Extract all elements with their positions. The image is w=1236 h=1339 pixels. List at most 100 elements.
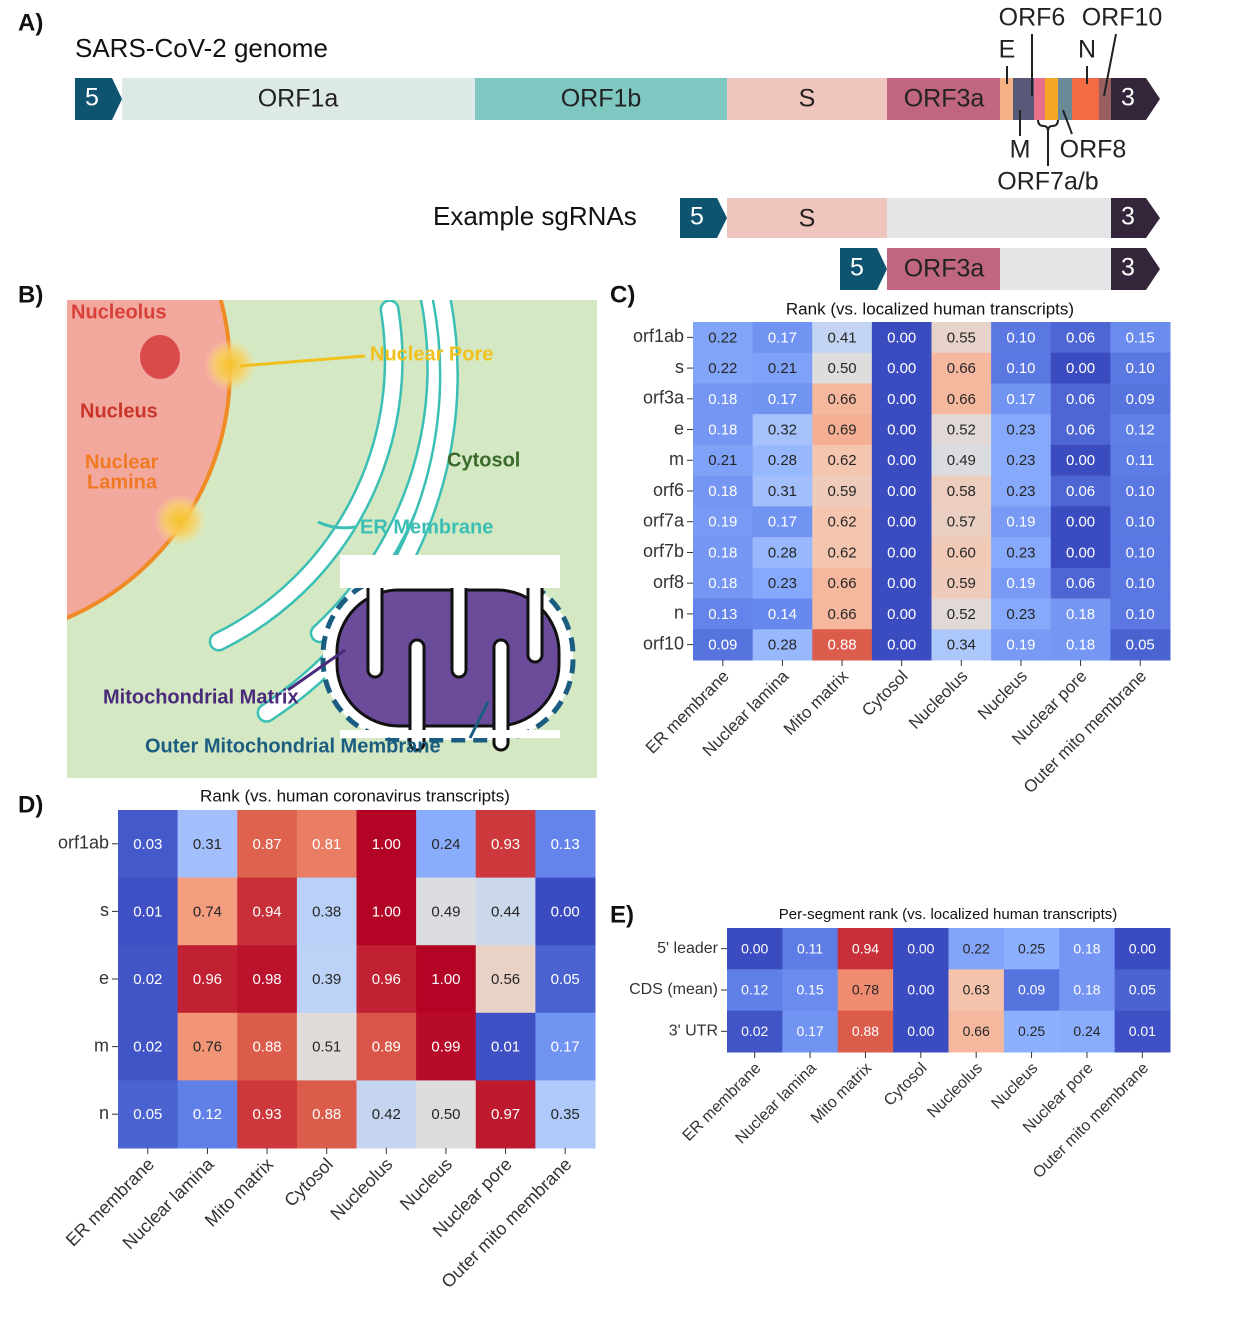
- cell: [752, 414, 813, 446]
- cell-label: 0.39: [312, 971, 341, 988]
- cell-label: 0.10: [1126, 575, 1155, 592]
- cell: [296, 1012, 357, 1081]
- column-label: Cytosol: [858, 667, 912, 721]
- cell-label: 0.18: [708, 575, 737, 592]
- cell: [812, 475, 873, 507]
- label: Nucleus: [80, 400, 158, 422]
- row-label: orf7b: [643, 541, 684, 561]
- column-label: Nucleus: [974, 667, 1031, 724]
- chart-title: Per-segment rank (vs. localized human tr…: [779, 906, 1117, 923]
- label: Mitochondrial Matrix: [103, 686, 299, 708]
- cell-label: 0.05: [1126, 637, 1155, 654]
- cell: [1110, 414, 1171, 446]
- row-label: s: [100, 900, 109, 920]
- cell-label: 0.88: [852, 1023, 879, 1039]
- cell: [812, 567, 873, 600]
- cell-label: 0.93: [252, 1106, 281, 1123]
- cell-label: 0.09: [708, 637, 737, 654]
- three-prime: [1111, 198, 1160, 238]
- cell: [535, 877, 596, 946]
- cell: [991, 629, 1052, 661]
- leader-line: [239, 354, 366, 368]
- cell: [475, 810, 536, 879]
- cell-label: 0.18: [1073, 940, 1100, 956]
- cell-label: 0.11: [1126, 452, 1154, 469]
- cell-label: 0.19: [1006, 514, 1035, 531]
- cell: [237, 877, 298, 946]
- cell: [693, 567, 754, 600]
- cell: [871, 475, 932, 507]
- panel-label: E): [610, 901, 634, 928]
- column-label: Cytosol: [280, 1154, 337, 1211]
- cell: [991, 444, 1052, 477]
- label: Outer Mitochondrial Membrane: [145, 735, 441, 757]
- column-label: Nucleolus: [326, 1154, 396, 1224]
- cell: [837, 1010, 894, 1053]
- cell-label: 0.10: [1126, 514, 1155, 531]
- cell-label: 0.49: [947, 452, 976, 469]
- cell-label: 0.12: [193, 1106, 222, 1123]
- row-label: 3' UTR: [669, 1023, 718, 1040]
- callout-line: [1062, 109, 1073, 135]
- cell: [693, 475, 754, 507]
- cell-label: 0.05: [1129, 982, 1156, 998]
- nuclear-pore: [154, 494, 206, 546]
- cell-label: 0.00: [887, 329, 916, 346]
- row-label: s: [675, 357, 684, 377]
- segment: [1000, 78, 1013, 120]
- cell-label: 0.19: [1006, 575, 1035, 592]
- cell-label: 0.15: [1126, 329, 1155, 346]
- cell-label: 0.06: [1066, 575, 1095, 592]
- cell: [812, 598, 873, 630]
- column-label: Nucleus: [396, 1154, 456, 1214]
- cell: [177, 1012, 238, 1081]
- panel-a: A) SARS-CoV-2 genome 5 ORF1a ORF1b S ORF…: [18, 4, 1162, 290]
- cell: [1110, 567, 1171, 600]
- sgrnas: Example sgRNAs 5 S 3 5 ORF3a 3: [433, 198, 1160, 290]
- segment-label: ORF3a: [904, 85, 985, 113]
- cell-label: 0.66: [963, 1023, 990, 1039]
- column-label: Nucleus: [988, 1060, 1041, 1113]
- cell: [693, 322, 754, 354]
- cell: [416, 877, 477, 946]
- cell: [812, 414, 873, 446]
- cell: [871, 567, 932, 600]
- er-lumen: [122, 300, 457, 778]
- cell-label: 0.00: [887, 483, 916, 500]
- cell: [118, 1080, 179, 1149]
- segment-label: ORF1a: [258, 85, 339, 113]
- cell: [871, 322, 932, 354]
- cell: [752, 352, 813, 384]
- cell-label: 0.00: [1129, 940, 1156, 956]
- er-lumen: [192, 300, 402, 658]
- cell-label: 0.00: [907, 1023, 934, 1039]
- cell-label: 0.00: [907, 940, 934, 956]
- cell-label: 0.06: [1066, 329, 1095, 346]
- cell: [782, 928, 839, 970]
- cell: [177, 1080, 238, 1149]
- cell: [237, 1080, 298, 1149]
- cell: [1110, 629, 1171, 661]
- cell: [752, 475, 813, 507]
- cell: [893, 928, 949, 970]
- heatmap: C) Rank (vs. localized human transcripts)…: [610, 281, 1171, 797]
- column-label: Mito matrix: [780, 666, 853, 739]
- cell-label: 0.01: [491, 1039, 520, 1056]
- cell-label: 0.78: [852, 982, 879, 998]
- cell-label: 0.88: [252, 1039, 281, 1056]
- cell: [893, 969, 949, 1012]
- callout-label: ORF10: [1082, 4, 1163, 32]
- cell: [1110, 475, 1171, 507]
- cell: [356, 945, 417, 1014]
- cell-label: 0.60: [947, 544, 976, 561]
- cell: [1110, 383, 1171, 415]
- cell: [812, 383, 873, 415]
- cell: [296, 810, 357, 879]
- label: Nucleolus: [71, 301, 167, 323]
- cell-label: 0.18: [708, 483, 737, 500]
- cell-label: 0.10: [1126, 483, 1155, 500]
- cell-label: 0.19: [708, 514, 737, 531]
- column-label: Outer mito membrane: [1030, 1060, 1152, 1182]
- cell-label: 0.28: [768, 544, 797, 561]
